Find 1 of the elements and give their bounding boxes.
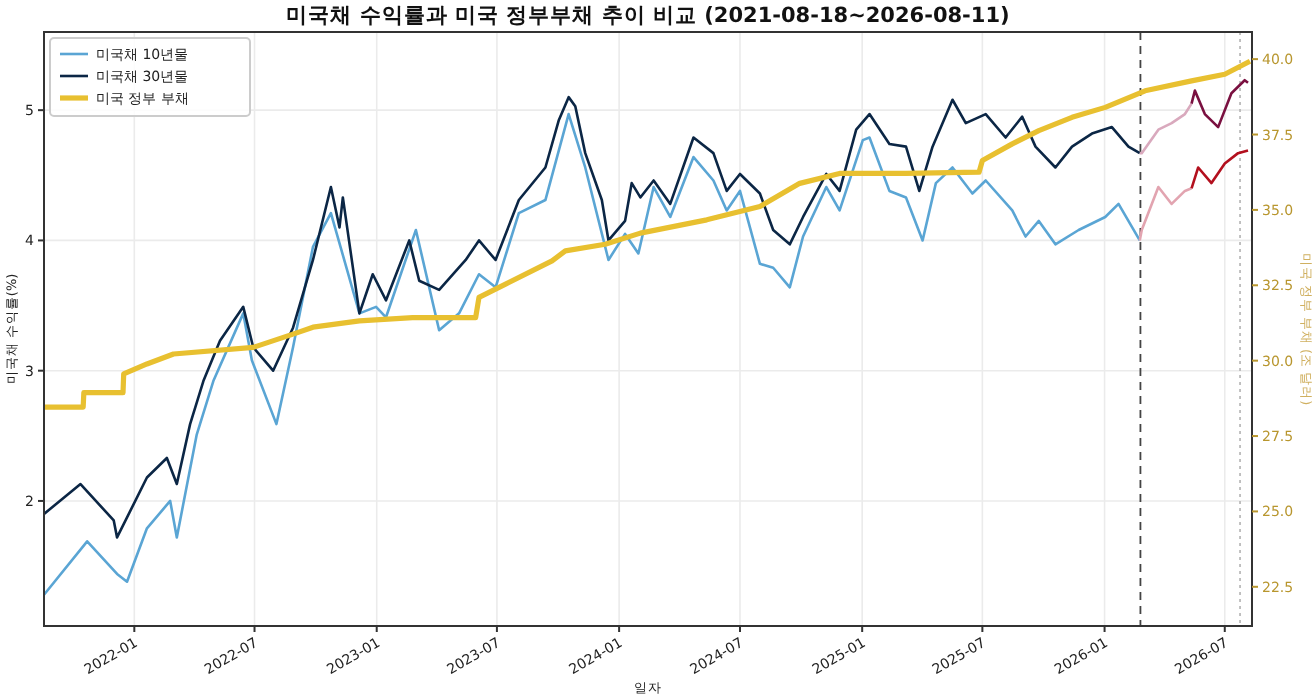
chart-title: 미국채 수익률과 미국 정부부채 추이 비교 (2021-08-18~2026-08-11) <box>286 4 1010 28</box>
